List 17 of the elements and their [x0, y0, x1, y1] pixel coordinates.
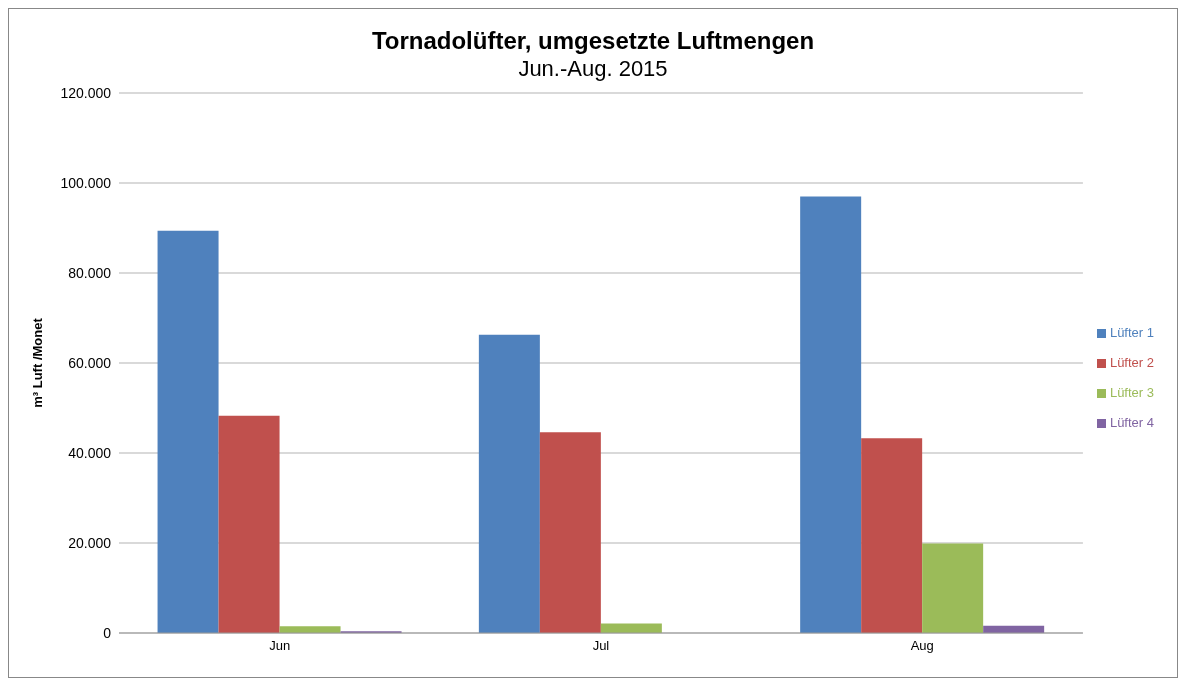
legend-label: Lüfter 4 [1109, 415, 1154, 430]
x-tick-label: Jul [592, 638, 610, 654]
x-tick-label: Aug [910, 638, 934, 654]
legend-label: Lüfter 2 [1109, 355, 1154, 370]
chart-title: Tornadolüfter, umgesetzte Luftmengen [370, 27, 816, 55]
y-axis-title: m³ Luft /Monet [29, 317, 45, 408]
chart-subtitle: Jun.-Aug. 2015 [517, 55, 669, 83]
y-tick-label: 20.000 [68, 534, 112, 551]
y-tick-label: 100.000 [60, 174, 112, 191]
x-tick-label: Jun [269, 638, 291, 654]
legend-label: Lüfter 1 [1109, 325, 1154, 340]
legend-label: Lüfter 3 [1109, 385, 1154, 400]
y-tick-label: 80.000 [68, 264, 112, 281]
y-tick-label: 40.000 [68, 444, 112, 461]
y-tick-label: 120.000 [60, 84, 112, 101]
y-tick-label: 60.000 [68, 354, 112, 371]
y-tick-label: 0 [103, 624, 112, 641]
